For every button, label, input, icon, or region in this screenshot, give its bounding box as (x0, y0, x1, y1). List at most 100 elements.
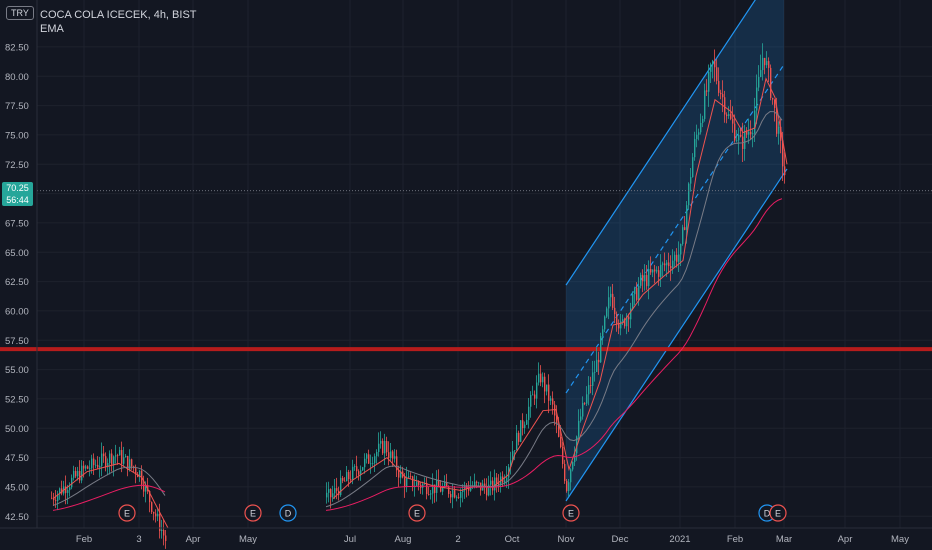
candle-body (718, 80, 720, 93)
candle-body (129, 459, 131, 470)
earnings-marker[interactable]: E (408, 504, 426, 522)
candle-body (121, 450, 123, 464)
candle-body (614, 307, 616, 315)
candle-body (376, 452, 378, 457)
candle-body (394, 456, 396, 459)
svg-text:E: E (568, 509, 574, 519)
candle-body (442, 486, 444, 492)
candle-body (472, 486, 474, 487)
candle-body (672, 260, 674, 269)
candle-body (686, 205, 688, 230)
candle-body (384, 440, 386, 454)
candle-body (630, 308, 632, 320)
ema-slow-line (52, 484, 166, 511)
candle-body (762, 57, 764, 71)
candle-body (516, 432, 518, 451)
candle-body (746, 130, 748, 135)
candle-body (572, 462, 574, 470)
y-tick-label: 77.50 (5, 101, 29, 112)
symbol-title[interactable]: COCA COLA ICECEK, 4h, BIST (40, 9, 197, 21)
candle-body (157, 513, 159, 517)
candle-body (105, 456, 107, 468)
candle-body (93, 458, 95, 466)
x-tick-label: Nov (558, 534, 575, 545)
candle-body (89, 468, 91, 470)
svg-text:D: D (764, 509, 771, 519)
candle-body (456, 496, 458, 498)
candle-body (666, 262, 668, 266)
candle-body (444, 482, 446, 487)
candle-body (776, 107, 778, 134)
candle-body (450, 494, 452, 498)
candle-body (488, 484, 490, 496)
candle-body (416, 482, 418, 486)
candle-body (782, 140, 784, 167)
candle-body (426, 483, 428, 495)
candle-body (69, 487, 71, 491)
candle-body (636, 287, 638, 300)
candle-body (712, 60, 714, 65)
candle-body (564, 463, 566, 481)
candle-body (356, 466, 358, 472)
candle-body (568, 482, 570, 492)
candle-body (454, 490, 456, 498)
x-tick-label: Aug (395, 534, 412, 545)
candle-body (734, 123, 736, 141)
x-tick-label: Feb (727, 534, 743, 545)
candle-body (620, 321, 622, 329)
candle-body (408, 476, 410, 478)
candle-body (532, 394, 534, 396)
candle-body (714, 60, 716, 68)
x-tick-label: May (891, 534, 909, 545)
candle-body (474, 481, 476, 487)
candle-body (119, 450, 121, 456)
candle-body (678, 254, 680, 262)
indicator-label[interactable]: EMA (40, 23, 64, 35)
candle-body (730, 114, 732, 119)
earnings-marker[interactable]: E (562, 504, 580, 522)
candle-body (406, 477, 408, 488)
x-tick-label: Dec (612, 534, 629, 545)
candle-body (340, 477, 342, 496)
candle-body (464, 485, 466, 491)
candle-body (135, 468, 137, 474)
candle-body (644, 275, 646, 282)
candle-body (656, 270, 658, 272)
candle-body (768, 61, 770, 68)
candle-body (570, 469, 572, 483)
candle-body (674, 254, 676, 261)
candle-body (153, 511, 155, 514)
currency-badge[interactable]: TRY (6, 6, 34, 20)
y-tick-label: 67.50 (5, 218, 29, 229)
x-tick-label: Mar (776, 534, 792, 545)
candle-body (530, 394, 532, 407)
dividend-marker[interactable]: D (279, 504, 297, 522)
candle-body (774, 99, 776, 108)
candle-body (350, 479, 352, 480)
candle-body (159, 513, 161, 531)
candle-body (404, 477, 406, 488)
y-tick-label: 62.50 (5, 277, 29, 288)
candle-body (584, 402, 586, 404)
candle-body (526, 419, 528, 425)
candle-body (640, 274, 642, 286)
candle-body (688, 183, 690, 206)
candle-body (646, 275, 648, 287)
candle-body (370, 463, 372, 465)
candle-body (694, 139, 696, 158)
candle-body (149, 491, 151, 503)
candle-body (518, 432, 520, 442)
x-tick-label: 3 (136, 534, 141, 545)
candle-body (590, 385, 592, 386)
candle-body (542, 376, 544, 383)
candle-body (390, 451, 392, 458)
earnings-marker[interactable]: E (118, 504, 136, 522)
earnings-marker[interactable]: E (769, 504, 787, 522)
candle-body (766, 61, 768, 66)
ema-slow-line (325, 198, 783, 511)
candle-body (378, 443, 380, 453)
candle-body (91, 458, 93, 469)
earnings-marker[interactable]: E (244, 504, 262, 522)
